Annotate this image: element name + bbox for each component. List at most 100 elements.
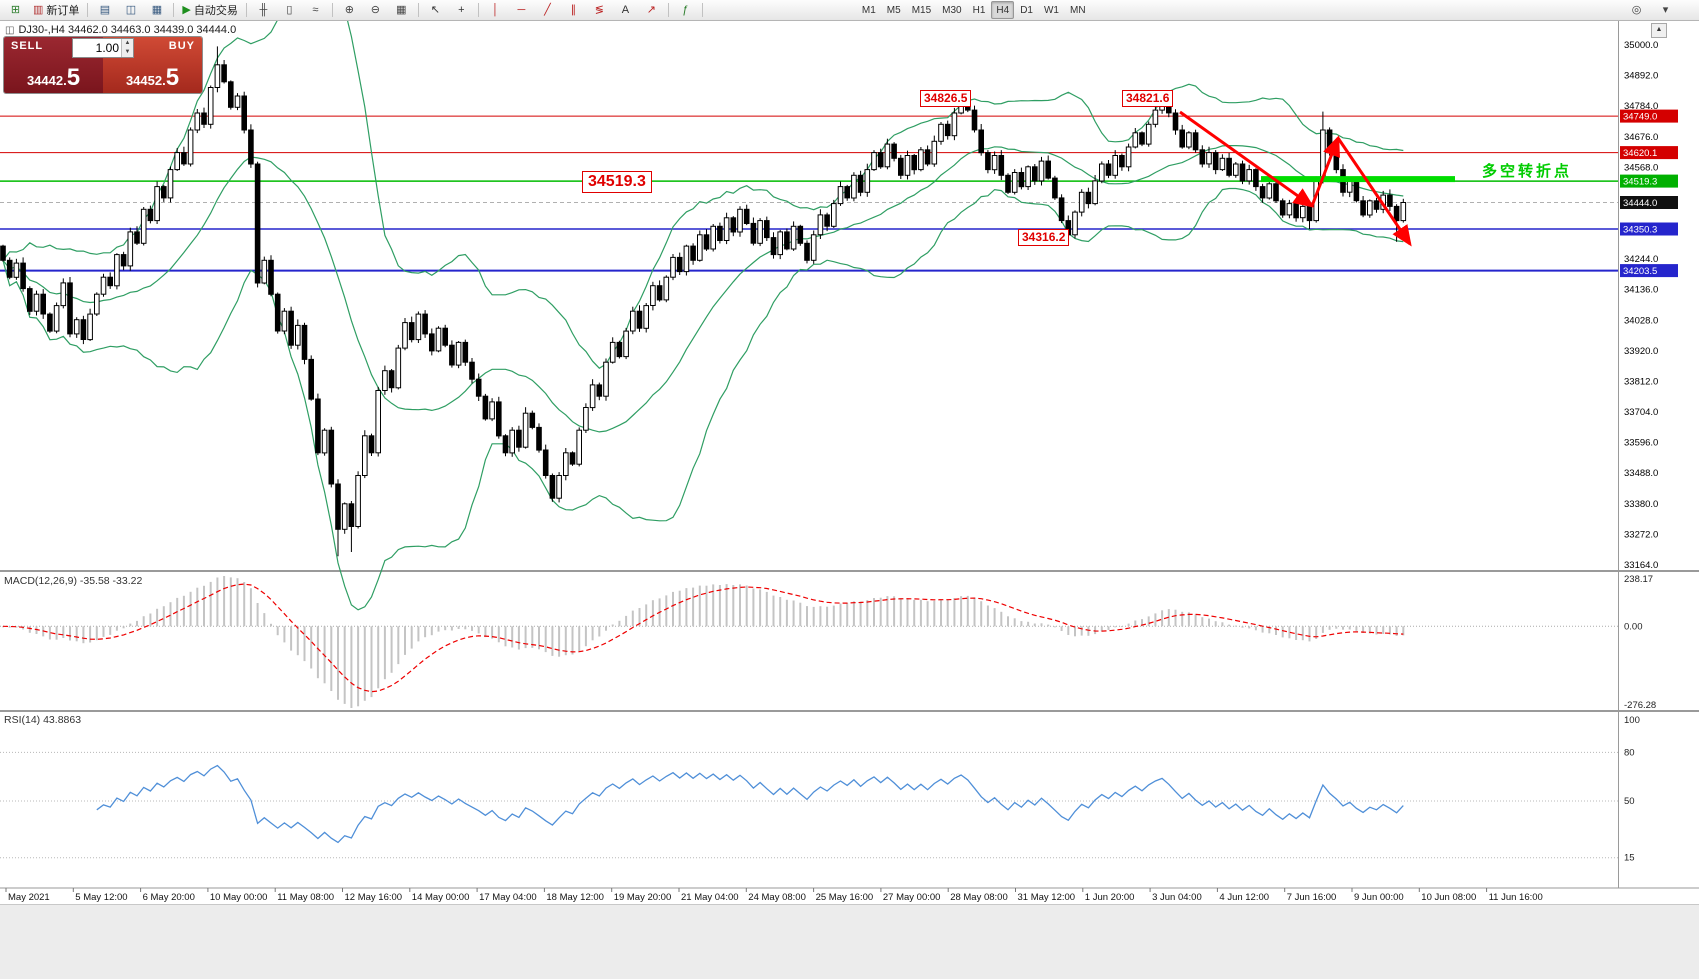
svg-text:34892.0: 34892.0	[1624, 71, 1658, 82]
crosshair-icon: +	[458, 3, 465, 16]
timeframe-m15-button[interactable]: M15	[911, 4, 932, 16]
trendline-icon[interactable]: ╱	[535, 1, 560, 20]
price-label-34821[interactable]: 34821.6	[1122, 90, 1174, 107]
text-icon[interactable]: A	[613, 1, 638, 20]
svg-text:34749.0: 34749.0	[1623, 112, 1657, 123]
toolbar-right: ◎ ▾	[1624, 1, 1678, 20]
timeframe-h4-button[interactable]: H4	[991, 1, 1015, 19]
timeframe-d1-button[interactable]: D1	[1020, 4, 1033, 16]
autotrading-button-label: 自动交易	[193, 5, 238, 17]
svg-text:100: 100	[1624, 715, 1640, 726]
svg-text:1 Jun 20:00: 1 Jun 20:00	[1085, 892, 1135, 903]
channel-icon: ∥	[570, 3, 577, 16]
horizontal-line-icon: ─	[517, 3, 526, 16]
terminal-icon[interactable]: ▦	[144, 1, 169, 20]
new-order-button-label: 新订单	[46, 5, 80, 17]
zoom-in-icon[interactable]: ⊕	[337, 1, 362, 20]
more-icon[interactable]: ▾	[1653, 1, 1678, 20]
volume-input[interactable]	[73, 39, 121, 57]
svg-text:80: 80	[1624, 747, 1635, 758]
market-watch-icon[interactable]: ▤	[92, 1, 117, 20]
svg-text:15: 15	[1624, 853, 1635, 864]
svg-text:19 May 20:00: 19 May 20:00	[614, 892, 672, 903]
svg-text:34136.0: 34136.0	[1624, 285, 1658, 296]
navigator-icon: ◫	[125, 3, 137, 16]
buy-price: 34452.5	[125, 64, 180, 91]
svg-text:33488.0: 33488.0	[1624, 468, 1658, 479]
trendline-icon: ╱	[544, 3, 551, 16]
volume-input-wrap: ▲ ▼	[72, 38, 134, 58]
bar-chart-icon: ╫	[259, 3, 268, 16]
svg-text:33704.0: 33704.0	[1624, 407, 1658, 418]
svg-text:11 May 08:00: 11 May 08:00	[277, 892, 334, 903]
svg-text:34620.1: 34620.1	[1623, 148, 1657, 159]
arrows-icon: ↗	[646, 3, 656, 16]
zoom-out-icon: ⊖	[370, 3, 380, 16]
vertical-line-icon[interactable]: │	[483, 1, 508, 20]
terminal-icon: ▦	[151, 3, 163, 16]
volume-up-button[interactable]: ▲	[122, 39, 133, 48]
volume-spinner: ▲ ▼	[121, 39, 133, 57]
channel-icon[interactable]: ∥	[561, 1, 586, 20]
svg-text:5 May 12:00: 5 May 12:00	[75, 892, 127, 903]
volume-down-button[interactable]: ▼	[122, 48, 133, 57]
new-order-icon: ▥	[33, 3, 44, 16]
svg-text:33596.0: 33596.0	[1624, 438, 1658, 449]
svg-text:34244.0: 34244.0	[1624, 254, 1658, 265]
tile-windows-icon[interactable]: ▦	[389, 1, 414, 20]
svg-text:11 Jun 16:00: 11 Jun 16:00	[1489, 892, 1543, 903]
zoom-out-icon[interactable]: ⊖	[363, 1, 388, 20]
timeframe-h1-button[interactable]: H1	[972, 4, 986, 16]
search-icon[interactable]: ◎	[1624, 1, 1649, 20]
new-chart-icon: ⊞	[10, 3, 21, 16]
navigator-icon[interactable]: ◫	[118, 1, 143, 20]
svg-text:14 May 00:00: 14 May 00:00	[412, 892, 470, 903]
timeframe-m30-button[interactable]: M30	[942, 4, 962, 16]
svg-text:28 May 08:00: 28 May 08:00	[950, 892, 1008, 903]
tile-windows-icon: ▦	[396, 3, 407, 16]
price-label-34519[interactable]: 34519.3	[582, 171, 652, 193]
indicators-icon[interactable]: ƒ	[673, 1, 698, 20]
svg-text:34350.3: 34350.3	[1623, 225, 1657, 236]
new-chart-icon[interactable]: ⊞	[3, 1, 28, 20]
toolbar-separator	[173, 3, 175, 17]
chart-title: DJ30-,H4 34462.0 34463.0 34439.0 34444.0	[18, 24, 237, 36]
autotrading-button[interactable]: ▶ 自动交易	[178, 1, 241, 20]
svg-text:50: 50	[1624, 796, 1635, 807]
svg-text:35000.0: 35000.0	[1624, 40, 1658, 51]
timeframe-m1-button[interactable]: M1	[861, 4, 876, 16]
arrows-icon[interactable]: ↗	[639, 1, 664, 20]
price-label-34826[interactable]: 34826.5	[920, 90, 972, 107]
fibonacci-icon[interactable]: ≶	[587, 1, 612, 20]
svg-text:21 May 04:00: 21 May 04:00	[681, 892, 739, 903]
toolbar-separator	[417, 3, 419, 17]
cursor-icon[interactable]: ↖	[423, 1, 448, 20]
scroll-up-button[interactable]: ▲	[1651, 23, 1667, 38]
horizontal-line-icon[interactable]: ─	[509, 1, 534, 20]
turning-point-label[interactable]: 多空转折点	[1482, 163, 1573, 180]
chart-canvas[interactable]: 35000.0 34892.0 34784.0 34676.0 34568.0 34244…	[0, 20, 1699, 979]
vertical-line-icon: │	[491, 3, 499, 16]
toolbar-left: ⊞ ▥ 新订单 ▤ ◫ ▦ ▶ 自动交易 ╫ ▯ ≈ ⊕ ⊖ ▦ ↖ + │ ─ ╱ ∥ ≶ A ↗ ƒ	[3, 1, 706, 20]
svg-text:33164.0: 33164.0	[1624, 560, 1658, 571]
svg-text:0.00: 0.00	[1624, 621, 1643, 632]
svg-text:24 May 08:00: 24 May 08:00	[748, 892, 806, 903]
chart-title-row: ◫ DJ30-,H4 34462.0 34463.0 34439.0 34444…	[5, 24, 236, 36]
line-chart-icon[interactable]: ≈	[303, 1, 328, 20]
svg-text:31 May 12:00: 31 May 12:00	[1018, 892, 1076, 903]
timeframe-w1-button[interactable]: W1	[1043, 4, 1059, 16]
buy-button[interactable]: BUY 34452.5	[103, 37, 202, 93]
svg-text:17 May 04:00: 17 May 04:00	[479, 892, 537, 903]
candlestick-icon[interactable]: ▯	[277, 1, 302, 20]
price-label-34316[interactable]: 34316.2	[1018, 229, 1070, 246]
timeframe-m5-button[interactable]: M5	[886, 4, 901, 16]
svg-text:3 Jun 04:00: 3 Jun 04:00	[1152, 892, 1202, 903]
bar-chart-icon[interactable]: ╫	[251, 1, 276, 20]
svg-text:10 May 00:00: 10 May 00:00	[210, 892, 268, 903]
new-order-button[interactable]: ▥ 新订单	[29, 1, 83, 20]
crosshair-icon[interactable]: +	[449, 1, 474, 20]
svg-text:25 May 16:00: 25 May 16:00	[816, 892, 874, 903]
timeframe-mn-button[interactable]: MN	[1069, 4, 1086, 16]
autotrading-icon: ▶	[182, 3, 191, 16]
zoom-in-icon: ⊕	[344, 3, 354, 16]
